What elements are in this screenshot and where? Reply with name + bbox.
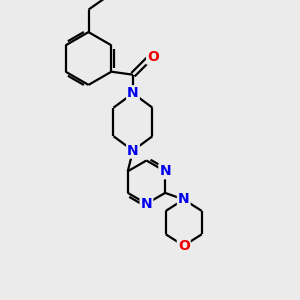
Text: N: N — [127, 144, 139, 158]
Text: N: N — [178, 193, 190, 206]
Text: N: N — [127, 86, 139, 100]
Text: O: O — [178, 239, 190, 253]
Text: O: O — [147, 50, 159, 64]
Text: N: N — [141, 197, 152, 211]
Text: N: N — [159, 164, 171, 178]
